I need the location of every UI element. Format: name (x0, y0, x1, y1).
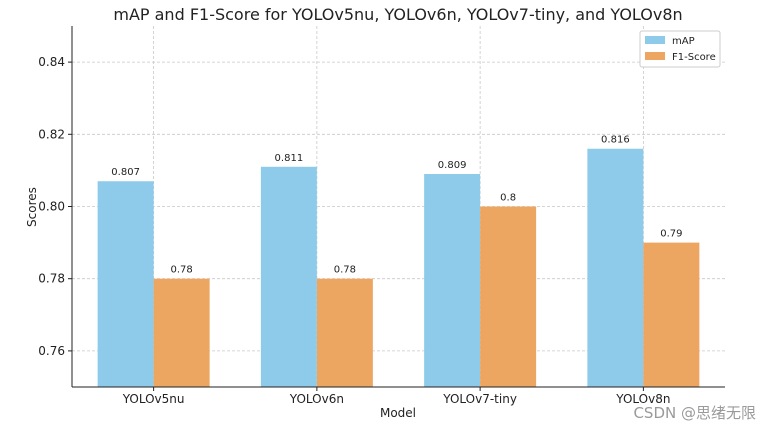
bar-map-YOLOv6n (260, 166, 317, 387)
bar-map-YOLOv8n (587, 148, 644, 387)
legend-swatch-f1 (645, 52, 665, 60)
x-tick-label: YOLOv5nu (122, 392, 185, 406)
x-tick-label: YOLOv8n (615, 392, 670, 406)
x-tick-label: YOLOv7-tiny (442, 392, 517, 406)
legend-label-map: mAP (672, 36, 695, 47)
data-label: 0.816 (601, 135, 630, 146)
y-tick-label: 0.78 (38, 272, 65, 286)
x-tick-label: YOLOv6n (289, 392, 344, 406)
legend: mAP F1-Score (639, 30, 721, 68)
y-tick-label: 0.82 (38, 127, 65, 141)
data-label: 0.79 (660, 229, 682, 240)
bar-f1-YOLOv7-tiny (480, 206, 537, 387)
x-axis-label: Model (380, 406, 416, 420)
bar-map-YOLOv5nu (97, 181, 154, 387)
bar-f1-YOLOv5nu (153, 278, 210, 387)
data-label: 0.78 (334, 265, 356, 276)
bars (97, 148, 700, 387)
chart-title: mAP and F1-Score for YOLOv5nu, YOLOv6n, … (113, 5, 682, 24)
y-tick-label: 0.80 (38, 200, 65, 214)
bar-map-YOLOv7-tiny (424, 174, 481, 387)
data-label: 0.8 (500, 193, 516, 204)
legend-label-f1: F1-Score (672, 52, 716, 63)
legend-swatch-map (645, 36, 665, 44)
y-tick-label: 0.76 (38, 344, 65, 358)
data-label: 0.78 (170, 265, 192, 276)
axes (68, 26, 725, 391)
bar-f1-YOLOv8n (643, 242, 700, 387)
data-label: 0.807 (111, 167, 140, 178)
tick-labels: 0.76 0.78 0.80 0.82 0.84 0.807 0.78 YOLOv5nu 0.8… (38, 55, 682, 406)
bar-f1-YOLOv6n (316, 278, 373, 387)
y-tick-label: 0.84 (38, 55, 65, 69)
data-label: 0.809 (438, 160, 467, 171)
y-axis-label: Scores (25, 187, 39, 227)
data-label: 0.811 (275, 153, 304, 164)
watermark: CSDN @思绪无限 (633, 404, 756, 422)
